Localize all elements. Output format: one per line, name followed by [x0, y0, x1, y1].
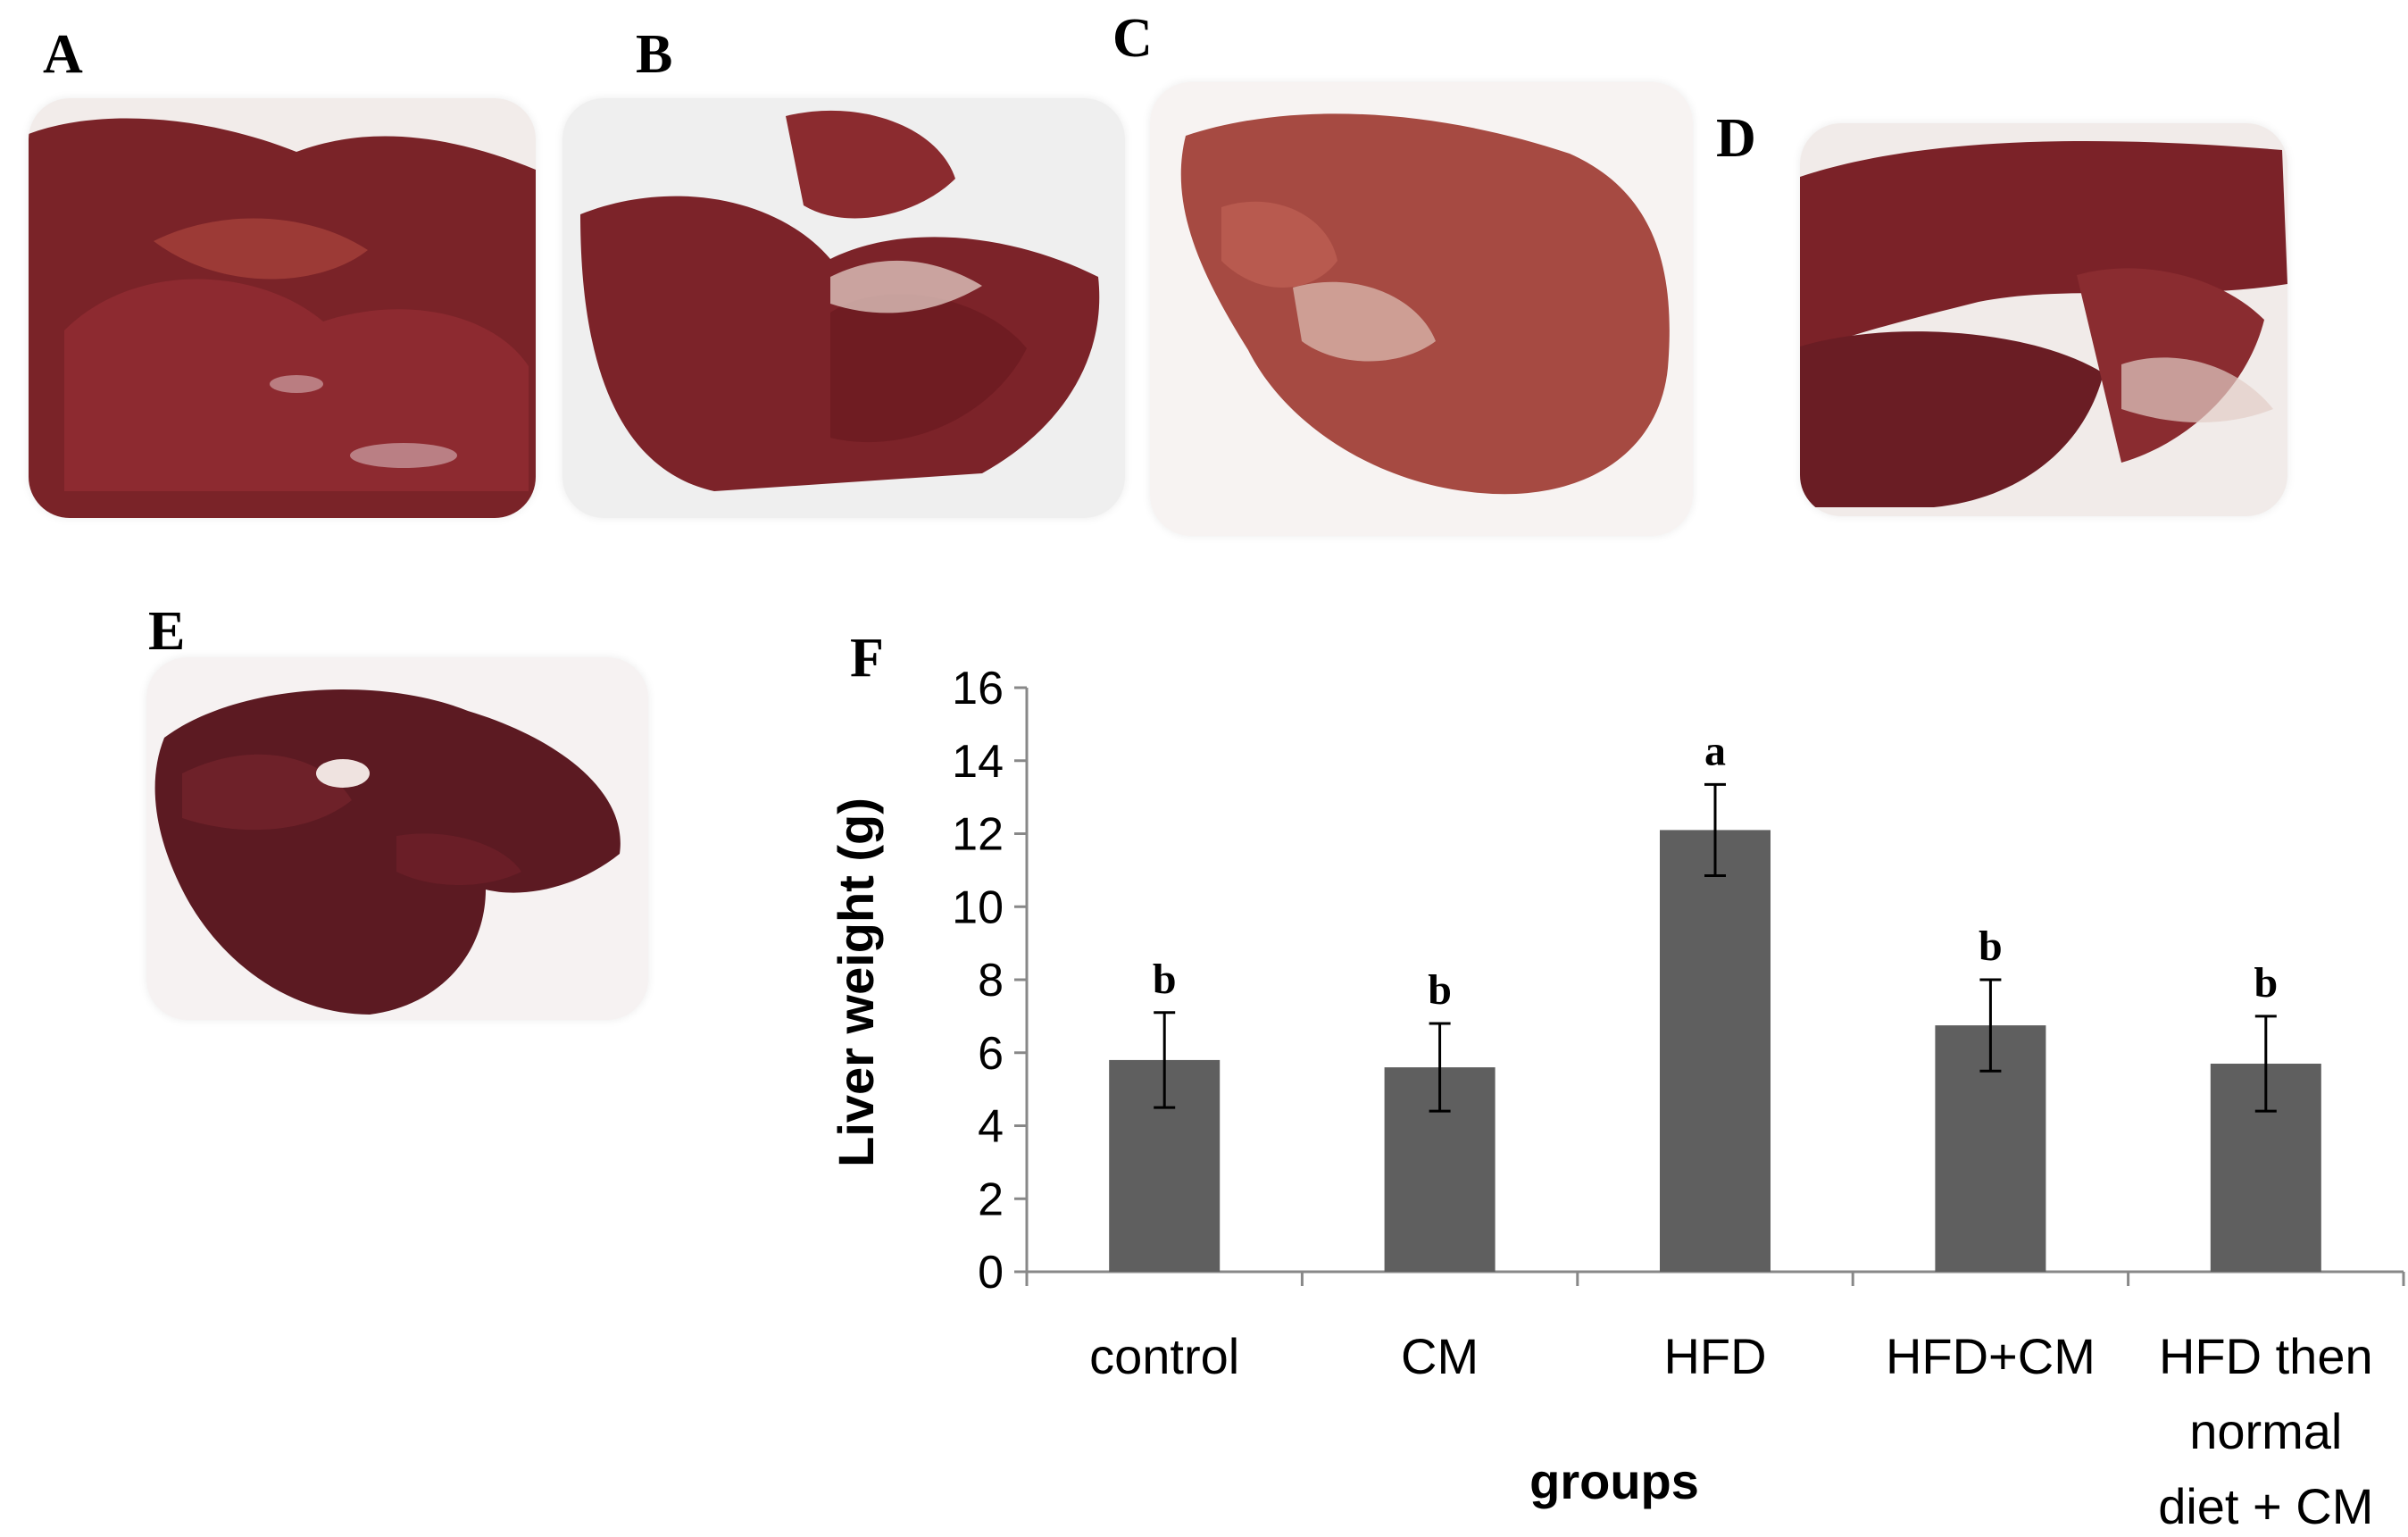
bar-series [1109, 830, 2321, 1272]
y-tick-label: 12 [952, 809, 1004, 861]
x-category-label: CM [1401, 1328, 1479, 1384]
y-tick-label: 0 [978, 1247, 1004, 1299]
y-axis-title: Liver weight (g) [828, 798, 884, 1167]
liver-photo-a [29, 98, 536, 518]
significance-letter: b [1153, 956, 1177, 1003]
liver-photo-e [146, 657, 648, 1020]
x-category-label: HFD then [2159, 1328, 2373, 1384]
y-axis-ticks: 0 2 4 6 8 10 12 14 16 [952, 663, 2405, 1299]
x-category-label: normal [2189, 1403, 2342, 1459]
x-category-label: HFD [1663, 1328, 1766, 1384]
panel-label-b: B [636, 24, 673, 85]
panel-label-c: C [1112, 8, 1153, 69]
panel-label-a: A [43, 24, 83, 85]
error-bars [1154, 782, 2277, 1113]
x-axis-title: groups [1529, 1453, 1699, 1509]
significance-letter: b [1428, 966, 1452, 1014]
panel-label-f: F [850, 628, 884, 689]
x-category-label: diet + CM [2158, 1478, 2373, 1534]
x-category-label: HFD+CM [1886, 1328, 2096, 1384]
y-tick-label: 16 [952, 663, 1004, 714]
bar-2 [1660, 830, 1771, 1272]
y-tick-label: 6 [978, 1028, 1004, 1080]
y-tick-label: 14 [952, 736, 1004, 788]
liver-photo-d [1800, 123, 2287, 516]
significance-letter: b [2254, 959, 2278, 1007]
significance-letter: a [1704, 727, 1726, 774]
y-tick-label: 8 [978, 955, 1004, 1007]
x-category-label: control [1089, 1328, 1239, 1384]
significance-letters: b b a b b [1153, 727, 2278, 1014]
liver-photo-b [562, 98, 1125, 518]
significance-letter: b [1979, 923, 2003, 970]
x-axis-categories: control CM HFD HFD+CM HFD then normal diet + C… [1089, 1328, 2373, 1534]
liver-photo-c [1150, 82, 1693, 536]
panel-label-e: E [148, 601, 186, 662]
y-tick-label: 4 [978, 1101, 1004, 1153]
panel-label-d: D [1716, 108, 1756, 169]
y-tick-label: 10 [952, 881, 1004, 933]
y-tick-label: 2 [978, 1174, 1004, 1225]
